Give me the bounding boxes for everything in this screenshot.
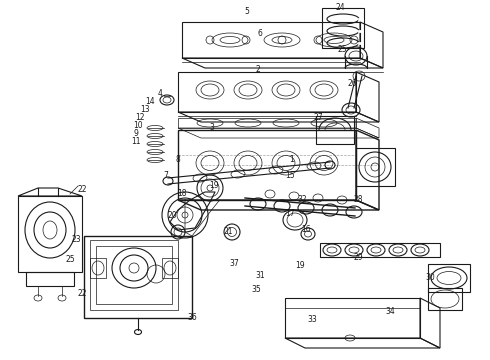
Text: 11: 11 [131,138,141,147]
Text: 37: 37 [229,260,239,269]
Text: 14: 14 [145,98,155,107]
Text: 13: 13 [140,105,150,114]
Bar [84,236,192,318]
Text: 15: 15 [285,171,295,180]
Text: 33: 33 [307,315,317,324]
Text: 6: 6 [258,30,263,39]
Text: 25: 25 [65,256,75,265]
Bar [428,264,470,292]
Text: 3: 3 [210,123,215,132]
Text: 21: 21 [223,228,233,237]
Text: 18: 18 [177,189,187,198]
Text: 10: 10 [133,122,143,130]
Text: 20: 20 [167,211,177,220]
Text: 17: 17 [285,210,295,219]
Text: 28: 28 [353,195,363,204]
Text: 7: 7 [164,171,169,180]
Text: 4: 4 [158,89,163,98]
Bar [320,243,440,257]
Text: 27: 27 [313,113,323,122]
Text: 25: 25 [337,45,347,54]
Text: 8: 8 [175,156,180,165]
Text: 19: 19 [209,181,219,190]
Text: 34: 34 [385,307,395,316]
Text: 35: 35 [251,285,261,294]
Text: 22: 22 [77,289,87,298]
Text: 19: 19 [295,261,305,270]
Text: 22: 22 [77,185,87,194]
Bar [162,258,178,278]
Text: 12: 12 [135,113,145,122]
Bar [316,116,354,144]
Text: 29: 29 [353,253,363,262]
Text: 23: 23 [71,235,81,244]
Bar [322,8,364,48]
Text: 9: 9 [134,130,139,139]
Text: 24: 24 [335,4,345,13]
Text: 1: 1 [290,156,294,165]
Text: 26: 26 [347,80,357,89]
Bar [90,258,106,278]
Text: 16: 16 [301,225,311,234]
Text: 36: 36 [187,314,197,323]
Text: 30: 30 [425,274,435,283]
Text: 2: 2 [256,66,260,75]
Text: 32: 32 [297,195,307,204]
Text: 31: 31 [255,271,265,280]
Text: 5: 5 [245,8,249,17]
